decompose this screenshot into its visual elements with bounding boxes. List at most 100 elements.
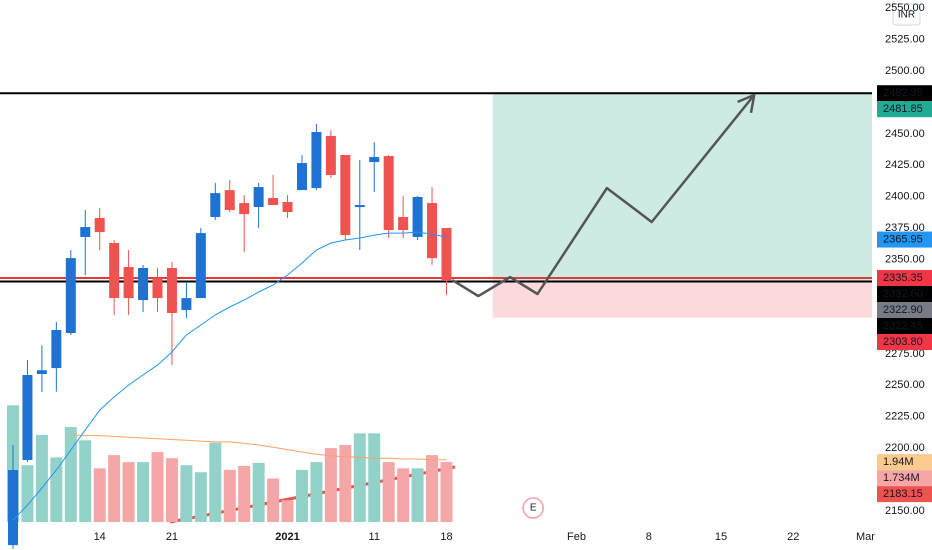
candle-body <box>398 216 409 231</box>
x-tick-label: 21 <box>166 531 178 543</box>
volume-bar <box>79 440 92 522</box>
volume-bar <box>194 472 207 522</box>
candle-body <box>383 156 394 231</box>
volume-bar <box>165 458 178 522</box>
candle-body <box>441 228 452 281</box>
candle-body <box>354 205 365 208</box>
y-tick-label: 2250.00 <box>885 379 925 391</box>
background <box>492 93 872 318</box>
volume-bar <box>339 444 352 522</box>
volume-bar <box>310 462 323 522</box>
volume-bar <box>238 465 251 522</box>
candle-body <box>311 132 322 189</box>
price-label-box <box>877 318 932 335</box>
volume-bar <box>440 462 453 522</box>
price-label: 2335.35 <box>883 272 923 284</box>
candle-body <box>210 193 221 217</box>
price-label: 2482.35 <box>883 87 923 99</box>
candle-body <box>152 278 163 299</box>
currency-label[interactable]: INR <box>898 10 915 21</box>
y-tick-label: 2450.00 <box>885 128 925 140</box>
y-tick-label: 2200.00 <box>885 442 925 454</box>
y-tick-label: 2150.00 <box>885 505 925 517</box>
price-label: 2365.95 <box>883 233 923 245</box>
candle-body <box>123 267 134 299</box>
volume-bar <box>93 468 106 522</box>
candle-body <box>109 243 120 299</box>
candle-body <box>268 198 279 206</box>
volume-bar <box>180 465 193 522</box>
candle-body <box>340 155 351 236</box>
price-label-box <box>877 101 932 118</box>
x-tick-label: 22 <box>787 531 799 543</box>
volume-bar <box>223 469 236 522</box>
volume-bar <box>382 462 395 522</box>
projection-path <box>451 94 756 298</box>
ma-line <box>12 231 447 521</box>
candle-body <box>94 217 105 233</box>
x-tick-label: 14 <box>94 531 106 543</box>
volume-bar <box>108 455 121 522</box>
stop-zone <box>492 281 872 318</box>
volume-bar <box>209 442 222 522</box>
price-label: 1.734M <box>883 472 920 484</box>
price-label-box <box>877 454 932 471</box>
price-label-box <box>877 231 932 248</box>
price-label-box <box>877 302 932 319</box>
volume-bar <box>64 427 77 522</box>
price-label: 2332.60 <box>883 288 923 300</box>
candle-body <box>166 268 177 314</box>
y-tick-label: 2400.00 <box>885 191 925 203</box>
candle-body <box>36 370 47 374</box>
candle-body <box>65 258 76 334</box>
price-label-box <box>877 270 932 287</box>
candle-body <box>224 190 235 211</box>
price-label-box <box>877 286 932 303</box>
x-tick-label: Mar <box>856 531 875 543</box>
x-tick-label: 2021 <box>275 531 299 543</box>
volume-bar <box>426 455 439 522</box>
volume-bar <box>35 434 48 522</box>
candle-body <box>412 196 423 237</box>
volume-bar <box>397 468 410 522</box>
candle-body <box>427 203 438 259</box>
x-tick-label: 8 <box>646 531 652 543</box>
volume-bar <box>50 457 63 522</box>
volume-bar <box>137 462 150 522</box>
price-label: 2183.15 <box>883 488 923 500</box>
y-tick-label: 2375.00 <box>885 222 925 234</box>
volume-bar <box>281 500 294 522</box>
candle-body <box>282 202 293 213</box>
candle-body <box>253 187 264 208</box>
candle-body <box>22 375 33 460</box>
price-label: 2322.90 <box>883 304 923 316</box>
y-tick-label: 2525.00 <box>885 34 925 46</box>
event-marker <box>522 497 544 519</box>
x-tick-label: Feb <box>567 531 586 543</box>
volume-bar <box>21 465 34 522</box>
candle-body <box>8 470 19 546</box>
y-tick-label: 2425.00 <box>885 159 925 171</box>
currency-button[interactable] <box>892 3 921 26</box>
candle-body <box>325 136 336 175</box>
projection-arrowhead <box>737 93 756 114</box>
candle-body <box>239 203 250 215</box>
price-label-box <box>877 85 932 102</box>
target-zone <box>492 93 872 282</box>
x-tick-label: 11 <box>369 531 380 543</box>
x-tick-label: 18 <box>440 531 452 543</box>
y-tick-label: 2500.00 <box>885 65 925 77</box>
candle-body <box>181 298 192 311</box>
candle-body <box>296 163 307 191</box>
price-label-box <box>877 486 932 503</box>
price-label: 2322.45 <box>883 320 923 332</box>
volume-bar <box>411 468 424 522</box>
volume-bar <box>295 469 308 522</box>
y-tick-label: 2350.00 <box>885 254 925 266</box>
volume-bar <box>368 433 381 522</box>
volume-bar <box>252 462 265 522</box>
price-label-box <box>877 470 932 487</box>
y-tick-label: 2275.00 <box>885 348 925 360</box>
volume-bar <box>151 451 164 522</box>
